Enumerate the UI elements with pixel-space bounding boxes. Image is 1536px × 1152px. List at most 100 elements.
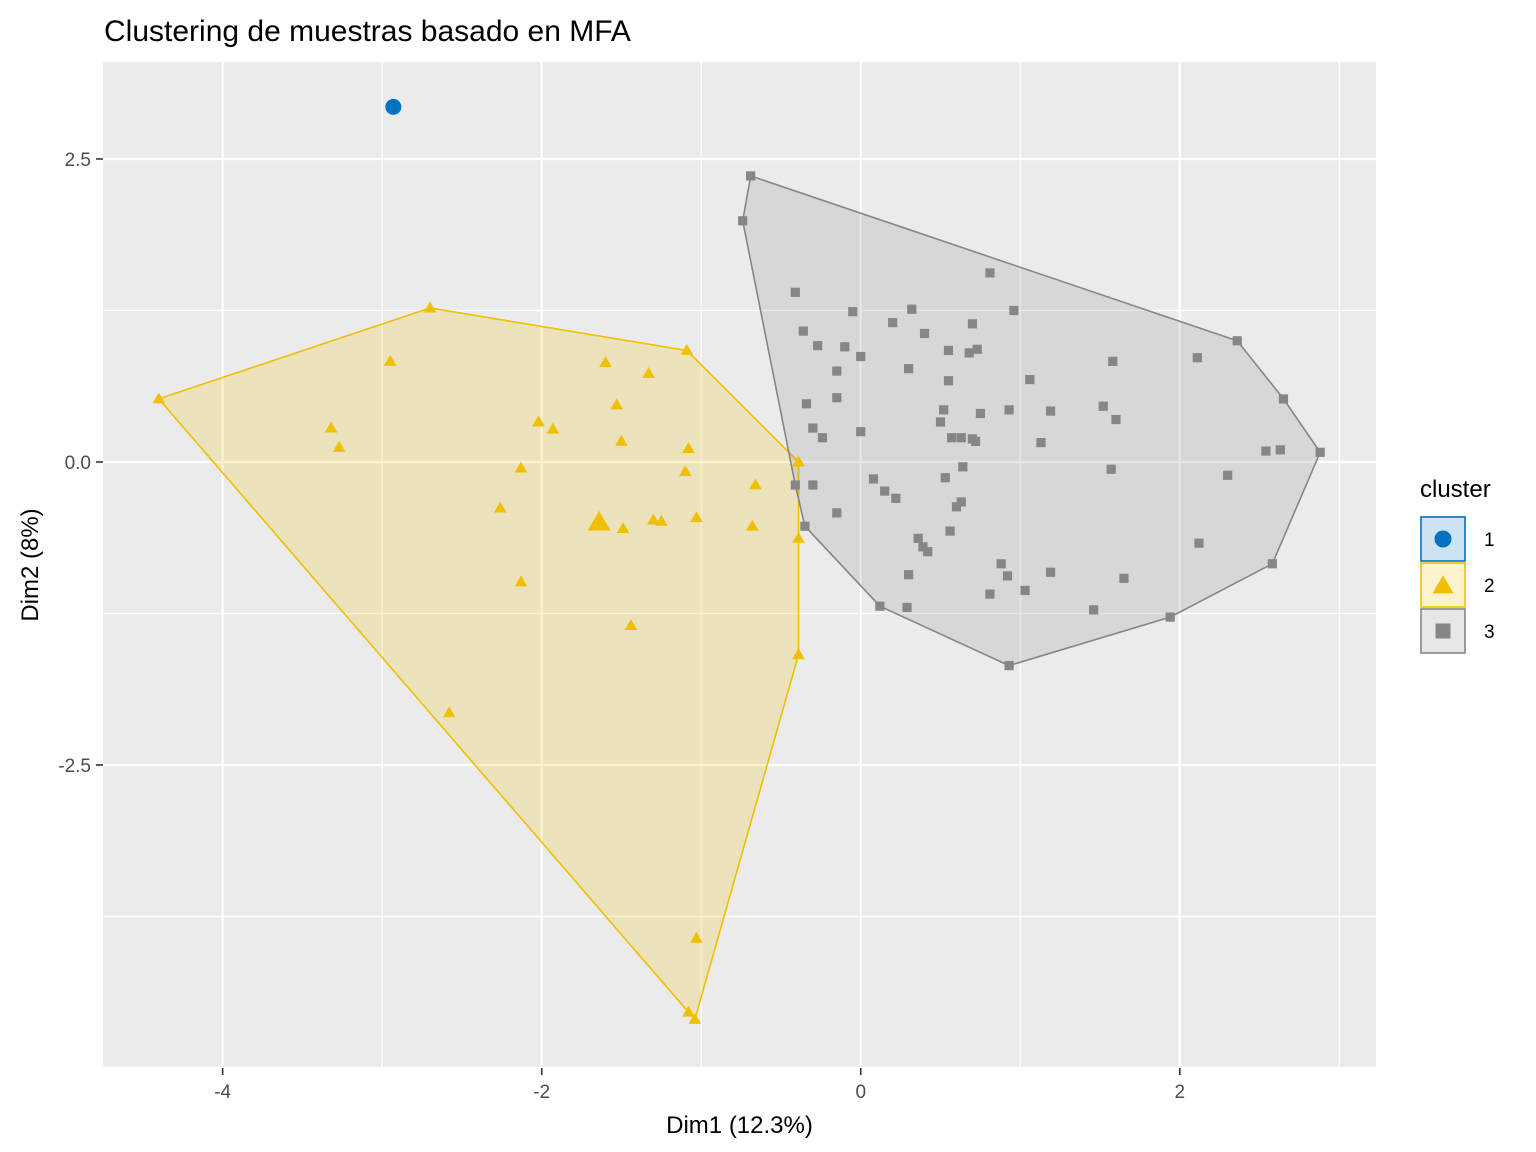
cluster-2-center xyxy=(587,510,611,531)
y-tick-label: 2.5 xyxy=(65,150,91,171)
legend-label-2: 2 xyxy=(1484,576,1495,597)
cluster-3-point xyxy=(958,462,968,472)
x-axis: -4 -2 0 2 xyxy=(214,1068,1185,1103)
cluster-3-point xyxy=(919,328,930,339)
cluster-3-point xyxy=(964,348,974,358)
cluster-3-point xyxy=(798,326,808,336)
cluster-2-point xyxy=(514,461,528,473)
cluster-3-point xyxy=(975,408,985,419)
cluster-2-point xyxy=(152,392,166,404)
cluster-2-point xyxy=(599,356,612,367)
cluster-3-point xyxy=(1261,446,1271,456)
cluster-2-point xyxy=(615,434,628,446)
cluster-2-point xyxy=(678,465,692,477)
cluster-3-point xyxy=(970,436,981,446)
cluster-3-point xyxy=(1036,437,1046,448)
legend-label-3: 3 xyxy=(1484,622,1495,643)
cluster-3-point xyxy=(1025,374,1035,385)
cluster-3-point xyxy=(972,344,982,354)
cluster-3-point xyxy=(918,542,928,552)
cluster-3-point xyxy=(956,433,966,443)
cluster-3-point xyxy=(1002,571,1013,581)
cluster-2-point xyxy=(745,519,759,531)
cluster-3-point xyxy=(856,351,866,362)
cluster-3-point xyxy=(801,399,812,409)
cluster-3-point xyxy=(903,364,914,374)
cluster-3-point xyxy=(1232,336,1242,346)
plot-panel xyxy=(103,62,1376,1068)
cluster-3-point xyxy=(967,319,978,329)
cluster-3-point xyxy=(947,433,957,443)
legend-key-1-marker xyxy=(1434,530,1452,548)
cluster-3-point xyxy=(1045,406,1056,416)
cluster-2-point xyxy=(792,648,805,660)
x-axis-title: Dim1 (12.3%) xyxy=(666,1112,813,1139)
cluster-3-point xyxy=(903,570,914,580)
cluster-2-point xyxy=(514,575,528,587)
cluster-3-point xyxy=(956,497,966,507)
cluster-3-point xyxy=(1165,612,1175,622)
major-gridlines xyxy=(103,62,1376,1070)
x-tick-label: -2 xyxy=(533,1082,550,1103)
cluster-3-point xyxy=(951,502,962,512)
cluster-2-point xyxy=(493,501,507,513)
cluster-2-point xyxy=(792,455,805,467)
cluster-3-point xyxy=(848,307,858,317)
cluster-3-point xyxy=(840,342,850,352)
y-axis: 2.5 0.0 -2.5 xyxy=(58,150,103,777)
cluster-3-point xyxy=(813,341,823,351)
cluster-3-point xyxy=(1108,356,1118,366)
y-tick-label: 0.0 xyxy=(65,453,91,474)
cluster-2-point xyxy=(655,514,668,526)
cluster-2-point xyxy=(624,619,638,631)
cluster-3-point xyxy=(1089,605,1099,615)
cluster-3-point xyxy=(832,508,842,518)
cluster-2-point xyxy=(792,531,805,543)
legend: cluster 1 2 3 xyxy=(1420,476,1495,654)
chart-title: Clustering de muestras basado en MFA xyxy=(104,15,631,48)
cluster-3-point xyxy=(891,493,901,503)
x-tick-label: -4 xyxy=(214,1082,231,1103)
cluster-3-point xyxy=(1004,661,1014,671)
cluster-2-point xyxy=(332,440,346,452)
cluster-2-point xyxy=(610,398,623,410)
data-points xyxy=(152,98,1325,1024)
cluster-3-point xyxy=(832,393,842,403)
cluster-3-point xyxy=(1267,559,1277,569)
cluster-3-point xyxy=(1098,401,1108,411)
cluster-3-point xyxy=(907,304,917,314)
cluster-3-point xyxy=(746,171,756,181)
legend-key-3-marker xyxy=(1435,623,1451,639)
cluster-3-point xyxy=(1009,305,1019,316)
cluster-2-point xyxy=(324,421,338,433)
cluster-2-point xyxy=(423,301,437,313)
cluster-3-point xyxy=(875,601,885,611)
minor-gridlines xyxy=(103,62,1376,1068)
cluster-3-point xyxy=(945,526,955,536)
cluster-2-point xyxy=(616,522,630,534)
cluster-hulls xyxy=(157,174,1322,1022)
cluster-3-point xyxy=(808,480,818,490)
cluster-3-point xyxy=(985,589,995,599)
cluster-2-point xyxy=(442,706,456,718)
cluster-3-point xyxy=(923,547,933,557)
cluster-3-point xyxy=(1045,567,1056,577)
x-tick-label: 2 xyxy=(1174,1082,1185,1103)
cluster-3-point xyxy=(868,474,879,484)
cluster-3-point xyxy=(808,423,818,433)
cluster-3-point xyxy=(1111,414,1121,425)
cluster-2-point xyxy=(647,513,660,525)
cluster-3-point xyxy=(856,427,866,437)
cluster-2-point xyxy=(642,366,655,378)
legend-title: cluster xyxy=(1420,476,1491,503)
cluster-2-point xyxy=(690,511,703,523)
legend-key-3 xyxy=(1420,608,1466,654)
cluster-2-point xyxy=(532,415,545,427)
cluster-3-point xyxy=(1278,394,1289,404)
cluster-3-point xyxy=(1315,447,1325,457)
cluster-3-point xyxy=(940,473,950,483)
y-axis-title: Dim2 (8%) xyxy=(17,508,44,621)
cluster-3-point xyxy=(1119,573,1129,583)
cluster-3-point xyxy=(935,417,946,427)
cluster-3-point xyxy=(943,345,954,356)
